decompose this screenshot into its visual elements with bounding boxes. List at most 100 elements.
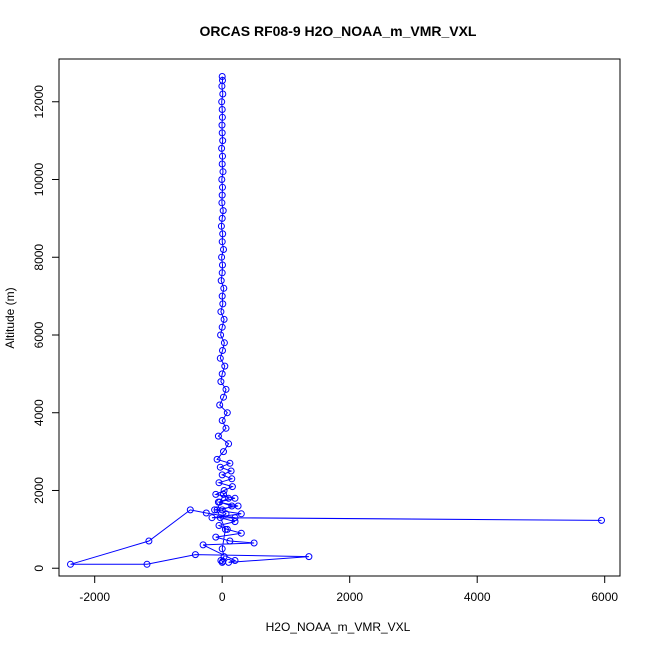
data-point [218,370,226,378]
data-point [220,487,228,494]
data-series [67,73,605,568]
x-axis: -2000 0 2000 4000 6000 [79,575,618,604]
data-point [305,553,313,561]
data-point [218,160,226,168]
data-point [208,514,216,522]
x-tick-label: -2000 [79,590,110,604]
data-point [191,551,199,559]
data-point [218,238,226,246]
series-line [70,76,602,565]
data-point [219,207,227,215]
data-point [250,539,258,547]
data-point [218,545,226,553]
data-point [226,459,234,467]
data-point [221,362,229,370]
data-point [218,253,226,261]
x-tick-label: 4000 [464,590,491,604]
data-point [218,269,226,277]
data-point [237,510,245,518]
data-point [231,518,239,526]
data-point [226,537,234,545]
data-point [219,152,226,160]
data-point [218,82,226,90]
data-point [199,541,207,549]
data-point [214,432,222,440]
data-point [212,490,220,498]
data-point [223,409,231,417]
data-point [231,514,239,522]
plot-frame [58,58,621,577]
data-point [186,506,194,514]
data-point [221,525,229,533]
data-point [219,347,226,354]
y-tick-label: 4000 [32,399,46,426]
data-point [212,533,220,541]
data-point [217,222,225,230]
data-point [217,277,225,285]
data-point [237,529,245,537]
data-point [217,308,225,316]
data-point [219,137,227,145]
data-point [598,516,605,524]
data-point [218,98,226,106]
data-point [218,106,226,113]
data-point [216,498,224,506]
data-point [215,479,223,487]
y-axis: 0 2000 4000 6000 8000 10000 12000 [32,85,60,572]
data-point [67,560,74,568]
data-point [219,183,226,191]
data-point [216,354,224,362]
x-axis-label: H2O_NOAA_m_VMR_VXL [266,620,411,634]
data-point [217,331,225,339]
data-point [220,246,227,253]
data-point [216,401,224,409]
data-point [211,506,219,514]
data-point [220,315,228,323]
data-point [228,502,236,510]
y-tick-label: 6000 [32,321,46,348]
data-point [216,514,224,522]
data-point [225,494,233,502]
data-point [202,509,210,517]
data-point [228,475,236,483]
data-point [219,300,227,308]
y-axis-label: Altitude (m) [3,287,17,348]
data-point [220,393,227,401]
data-point [213,506,221,514]
data-point [223,525,231,533]
data-point [222,424,230,432]
x-tick-label: 0 [219,590,226,604]
data-point [218,214,226,222]
data-point [220,284,228,292]
data-point [218,121,226,129]
x-tick-label: 2000 [336,590,363,604]
data-point [220,490,227,498]
data-point [217,378,225,386]
data-point [222,385,230,393]
data-point [143,560,151,568]
data-point [218,176,226,183]
data-point [213,455,221,463]
data-point [218,471,226,479]
data-point [219,230,227,238]
y-tick-label: 0 [32,565,46,572]
data-point [218,144,226,152]
data-point [222,510,230,518]
data-point [218,73,226,80]
data-point [220,448,227,456]
data-point [218,506,226,514]
data-point [219,90,227,98]
data-point [218,191,226,199]
data-point [218,113,226,121]
chart-title: ORCAS RF08-9 H2O_NOAA_m_VMR_VXL [200,23,477,39]
data-point [145,537,153,545]
data-point [220,339,228,347]
data-point [231,557,239,564]
data-point [218,558,226,566]
data-point [225,440,233,448]
data-point [219,168,227,176]
data-point [216,463,224,471]
data-point [218,292,226,300]
y-tick-label: 2000 [32,477,46,504]
